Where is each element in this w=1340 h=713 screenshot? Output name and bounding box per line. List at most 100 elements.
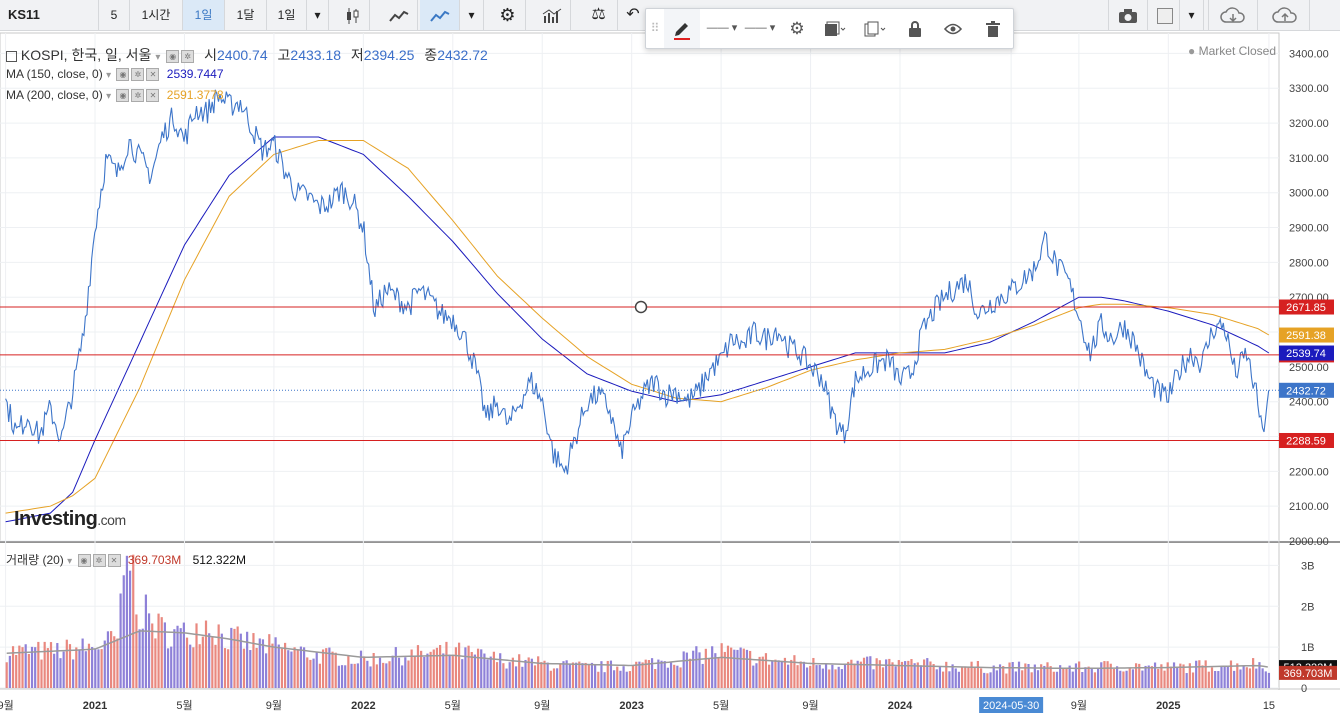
volume-bar	[815, 665, 818, 688]
price-layer	[0, 89, 1279, 523]
volume-bar	[271, 643, 274, 688]
volume-bar	[688, 658, 692, 688]
volume-bar	[420, 650, 423, 688]
volume-bar	[439, 645, 442, 688]
volume-bar	[394, 647, 397, 688]
volume-bar	[1220, 666, 1223, 688]
lock-icon[interactable]	[902, 9, 928, 48]
gear-icon[interactable]: ✲	[181, 49, 195, 63]
cloud-upload-icon[interactable]	[1260, 0, 1310, 30]
x-tick-label: 2023	[619, 700, 643, 712]
gear-icon[interactable]: ✲	[92, 554, 106, 568]
camera-icon[interactable]	[1108, 0, 1148, 30]
volume-bar	[932, 664, 935, 688]
indicators-icon[interactable]	[533, 0, 571, 30]
interval-select[interactable]: 1일	[267, 0, 307, 30]
x-tick-label: 2024-05-30	[983, 700, 1039, 712]
volume-bar	[1078, 661, 1081, 688]
volume-bar	[315, 651, 318, 688]
volume-bar	[407, 660, 410, 688]
chevron-down-icon[interactable]: ▾	[67, 556, 73, 567]
volume-bar	[1122, 671, 1125, 688]
eye-icon[interactable]: ◉	[77, 554, 91, 568]
close-icon[interactable]: ✕	[107, 554, 121, 568]
volume-bar	[43, 641, 46, 688]
trash-icon[interactable]	[980, 9, 1006, 48]
fill-icon[interactable]	[818, 9, 852, 48]
volume-bar	[204, 620, 208, 688]
undo-icon[interactable]: ↶	[626, 6, 640, 23]
volume-bar	[122, 575, 125, 688]
grid	[0, 32, 1340, 690]
volume-bar	[318, 663, 321, 688]
volume-bar	[885, 659, 888, 688]
collapse-icon[interactable]	[6, 50, 17, 62]
volume-bar	[1065, 668, 1068, 688]
close-icon[interactable]: ✕	[146, 89, 160, 103]
chevron-down-icon[interactable]: ▾	[307, 0, 329, 30]
interval-1m[interactable]: 1달	[225, 0, 267, 30]
x-tick-label: 9월	[0, 699, 14, 712]
volume-bar	[489, 656, 492, 688]
pencil-icon[interactable]	[664, 9, 700, 48]
volume-bar	[711, 646, 714, 688]
cloud-download-icon[interactable]	[1208, 0, 1258, 30]
volume-bar	[904, 661, 907, 688]
drag-handle-icon[interactable]: ⠿	[650, 21, 660, 35]
market-status-text: Market Closed	[1198, 44, 1276, 58]
clone-icon[interactable]	[858, 9, 892, 48]
volume-bar	[707, 658, 711, 688]
volume-bar	[435, 647, 439, 688]
volume-bar	[571, 662, 575, 688]
gear-icon[interactable]: ⚙	[789, 19, 805, 38]
interval-1d[interactable]: 1일	[183, 0, 225, 30]
chevron-down-icon[interactable]: ▾	[460, 0, 484, 30]
volume-bar	[1138, 663, 1141, 688]
volume-bar	[774, 659, 777, 688]
volume-bar	[508, 662, 511, 688]
line-style-icon[interactable]: —— ▾	[706, 22, 738, 34]
volume-bar	[793, 655, 796, 688]
volume-bar	[1093, 672, 1097, 688]
eye-icon[interactable]: ◉	[166, 49, 180, 63]
eye-icon[interactable]: ◉	[116, 89, 130, 103]
volume-bar	[255, 647, 258, 688]
volume-bar	[511, 657, 514, 688]
close-icon[interactable]: ✕	[146, 68, 160, 82]
volume-bar	[998, 664, 1002, 688]
volume-bar	[720, 643, 723, 688]
volume-bar	[1172, 662, 1176, 688]
volume-bar	[287, 650, 290, 688]
line-width-icon[interactable]: —— ▾	[744, 22, 776, 34]
chevron-down-icon[interactable]: ▾	[1180, 0, 1204, 30]
hline-price-tag	[1279, 432, 1334, 448]
gear-icon[interactable]: ✲	[131, 68, 145, 82]
volume-bar	[363, 656, 366, 688]
drawing-toolbar: ⠿ —— ▾ —— ▾ ⚙	[645, 8, 1014, 49]
area-chart-icon[interactable]	[420, 0, 460, 30]
volume-bar	[679, 667, 682, 688]
scale-icon[interactable]: ⚖	[580, 0, 618, 30]
volume-bar	[1169, 666, 1172, 688]
chevron-down-icon[interactable]: ▾	[106, 70, 112, 81]
gear-icon[interactable]: ⚙	[490, 0, 526, 30]
volume-bar	[40, 659, 43, 688]
gear-icon[interactable]: ✲	[131, 89, 145, 103]
volume-bar	[1210, 667, 1214, 688]
candlestick-icon[interactable]	[336, 0, 370, 30]
chevron-down-icon[interactable]: ▾	[106, 91, 112, 102]
line-chart-icon[interactable]	[380, 0, 418, 30]
interval-1h[interactable]: 1시간	[130, 0, 183, 30]
color-box-icon[interactable]	[1150, 0, 1180, 30]
volume-bar	[154, 638, 157, 688]
eye-icon[interactable]	[940, 9, 966, 48]
interval-5[interactable]: 5	[99, 0, 130, 30]
volume-bar	[568, 663, 571, 688]
volume-bar	[1090, 667, 1093, 688]
symbol-input[interactable]: KS11	[0, 0, 99, 30]
volume-bar	[546, 662, 549, 688]
chevron-down-icon[interactable]: ▾	[155, 52, 161, 63]
eye-icon[interactable]: ◉	[116, 68, 130, 82]
volume-legend: 거래량 (20) ▾ ◉ ✲ ✕ 369.703M 512.322M	[6, 551, 246, 568]
